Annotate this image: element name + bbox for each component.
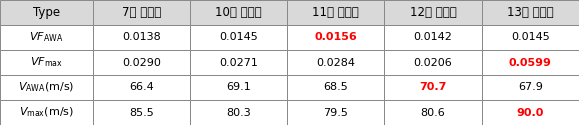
Text: $\mathit{VF}_{\mathrm{max}}$: $\mathit{VF}_{\mathrm{max}}$ [30, 56, 63, 69]
Bar [482, 50, 579, 75]
Text: 0.0138: 0.0138 [122, 32, 160, 42]
Bar [93, 50, 190, 75]
Bar [190, 25, 287, 50]
Text: 7번 케이스: 7번 케이스 [122, 6, 161, 19]
Bar [482, 100, 579, 125]
Text: 79.5: 79.5 [324, 108, 348, 118]
Text: 12번 케이스: 12번 케이스 [410, 6, 456, 19]
Bar [190, 50, 287, 75]
Bar [482, 25, 579, 50]
Text: $\mathit{V}_{\mathrm{AWA}}$(m/s): $\mathit{V}_{\mathrm{AWA}}$(m/s) [18, 81, 75, 94]
Text: $\mathit{VF}_{\mathrm{AWA}}$: $\mathit{VF}_{\mathrm{AWA}}$ [29, 31, 64, 44]
Bar [287, 75, 384, 100]
Text: 0.0142: 0.0142 [413, 32, 453, 42]
Text: 90.0: 90.0 [516, 108, 544, 118]
Bar [287, 50, 384, 75]
Bar [0, 75, 93, 100]
Bar [190, 100, 287, 125]
Bar [482, 75, 579, 100]
Text: 66.4: 66.4 [129, 82, 153, 92]
Text: 67.9: 67.9 [518, 82, 543, 92]
Text: 0.0599: 0.0599 [509, 58, 552, 68]
Text: 68.5: 68.5 [324, 82, 348, 92]
Bar [384, 0, 482, 25]
Bar [93, 0, 190, 25]
Text: 85.5: 85.5 [129, 108, 153, 118]
Text: 0.0206: 0.0206 [414, 58, 452, 68]
Bar [287, 0, 384, 25]
Text: $\mathit{V}_{\mathrm{max}}$(m/s): $\mathit{V}_{\mathrm{max}}$(m/s) [19, 106, 74, 119]
Text: 0.0145: 0.0145 [511, 32, 549, 42]
Text: 70.7: 70.7 [419, 82, 447, 92]
Bar [93, 25, 190, 50]
Text: 0.0271: 0.0271 [219, 58, 258, 68]
Bar [287, 25, 384, 50]
Text: 80.6: 80.6 [421, 108, 445, 118]
Bar [190, 75, 287, 100]
Bar [0, 100, 93, 125]
Bar [384, 100, 482, 125]
Text: 11번 케이스: 11번 케이스 [313, 6, 359, 19]
Text: 0.0290: 0.0290 [122, 58, 161, 68]
Text: 10번 케이스: 10번 케이스 [215, 6, 262, 19]
Text: 13번 케이스: 13번 케이스 [507, 6, 554, 19]
Bar [0, 25, 93, 50]
Bar [93, 75, 190, 100]
Bar [287, 100, 384, 125]
Text: 0.0145: 0.0145 [219, 32, 258, 42]
Text: 0.0284: 0.0284 [316, 58, 356, 68]
Text: 0.0156: 0.0156 [314, 32, 357, 42]
Bar [482, 0, 579, 25]
Text: 80.3: 80.3 [226, 108, 251, 118]
Text: 69.1: 69.1 [226, 82, 251, 92]
Bar [384, 75, 482, 100]
Bar [0, 0, 93, 25]
Bar [0, 50, 93, 75]
Bar [384, 25, 482, 50]
Bar [93, 100, 190, 125]
Bar [384, 50, 482, 75]
Text: Type: Type [33, 6, 60, 19]
Bar [190, 0, 287, 25]
